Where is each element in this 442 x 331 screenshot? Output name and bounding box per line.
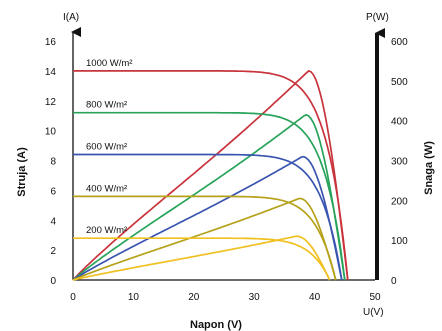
y-left-tick-label: 6 bbox=[50, 186, 56, 197]
x-tick-label: 40 bbox=[309, 292, 321, 303]
ticks-group: 0 10 20 30 40 5002468101214160100200300400500… bbox=[45, 37, 408, 303]
pv-curve bbox=[72, 69, 349, 281]
irradiance-label: 600 W/m² bbox=[86, 142, 127, 153]
y-right-tick-label: 300 bbox=[391, 157, 408, 168]
y-left-tick-label: 4 bbox=[50, 216, 56, 227]
y-right-tick-label: 600 bbox=[391, 37, 408, 48]
pv-curve bbox=[72, 197, 337, 281]
iv-curve bbox=[73, 111, 346, 281]
y-left-axis-title: Struja (A) bbox=[16, 147, 28, 197]
pv-curve bbox=[72, 113, 346, 281]
y-right-axis-title: Snaga (W) bbox=[423, 141, 435, 195]
x-unit: U(V) bbox=[363, 307, 384, 318]
x-tick-label: 0 bbox=[70, 292, 76, 303]
y-left-tick-label: 0 bbox=[50, 276, 56, 287]
x-tick-label: 20 bbox=[188, 292, 200, 303]
y-left-unit: I(A) bbox=[63, 12, 79, 23]
irradiance-labels: 1000 W/m² 800 W/m² 600 W/m² 400 W/m² 200 W/m… bbox=[86, 58, 132, 236]
pv-curve bbox=[72, 155, 343, 281]
x-axis-title: Napon (V) bbox=[190, 319, 242, 331]
irradiance-label: 400 W/m² bbox=[86, 183, 127, 194]
irradiance-label: 200 W/m² bbox=[86, 225, 127, 236]
y-left-tick-label: 14 bbox=[45, 67, 57, 78]
iv-curve bbox=[73, 237, 331, 281]
y-right-tick-label: 0 bbox=[391, 276, 397, 287]
y-left-tick-label: 16 bbox=[45, 37, 57, 48]
y-left-tick-label: 10 bbox=[45, 127, 57, 138]
x-tick-label: 50 bbox=[369, 292, 381, 303]
iv-curve bbox=[73, 195, 337, 281]
x-tick-label: 10 bbox=[128, 292, 140, 303]
irradiance-label: 1000 W/m² bbox=[86, 58, 132, 69]
iv-curve bbox=[73, 153, 343, 281]
iv-curve bbox=[73, 70, 349, 281]
y-right-tick-label: 200 bbox=[391, 196, 408, 207]
pv-curve bbox=[72, 235, 331, 281]
irradiance-label: 800 W/m² bbox=[86, 100, 127, 111]
y-right-tick-label: 400 bbox=[391, 117, 408, 128]
x-tick-label: 30 bbox=[249, 292, 261, 303]
y-right-tick-label: 100 bbox=[391, 236, 408, 247]
y-right-tick-label: 500 bbox=[391, 77, 408, 88]
curves-group bbox=[72, 69, 349, 281]
y-right-unit: P(W) bbox=[366, 12, 389, 23]
y-left-tick-label: 12 bbox=[45, 97, 57, 108]
y-left-tick-label: 2 bbox=[50, 246, 56, 257]
y-left-tick-label: 8 bbox=[50, 157, 56, 168]
